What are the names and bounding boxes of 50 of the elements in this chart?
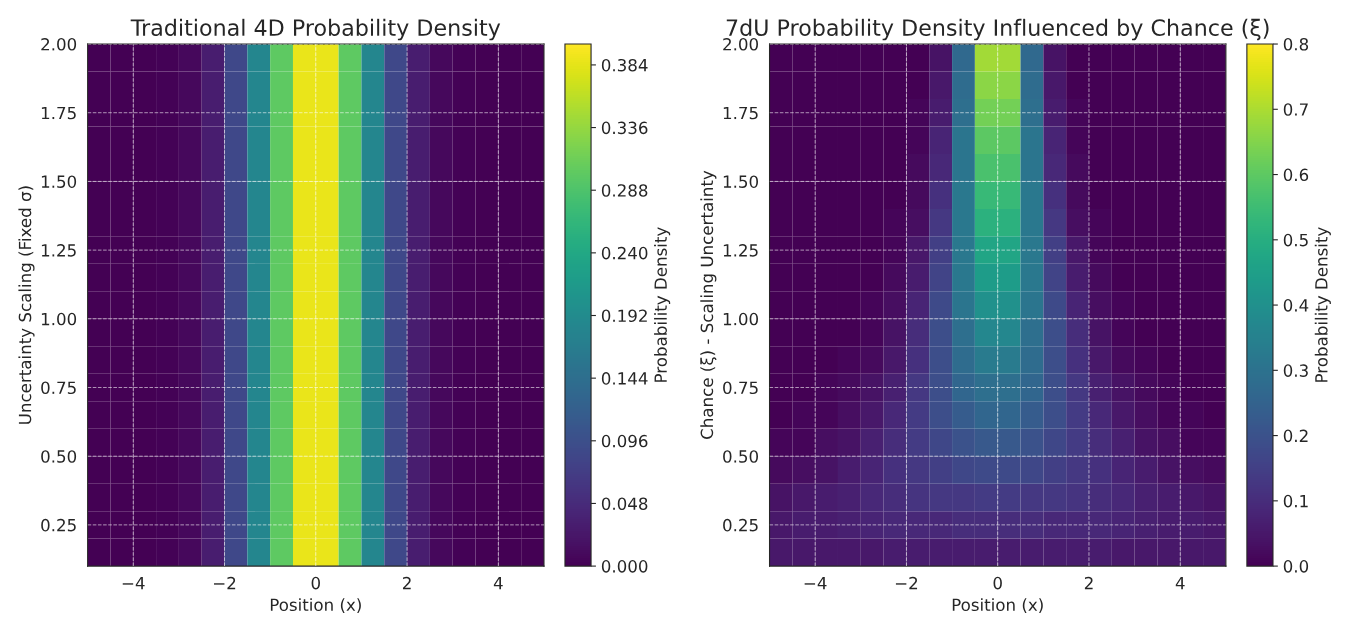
x-tick-label: 0 <box>993 576 1002 590</box>
color-bar-label: 0.144 <box>601 372 648 385</box>
color-bar-label: 0.1 <box>1283 494 1308 508</box>
color-bar-label: 0.2 <box>1283 429 1308 443</box>
x-tick-label: −2 <box>895 576 918 590</box>
y-tick-label: 2.00 <box>41 37 77 51</box>
x-tick-label: 0 <box>311 576 320 590</box>
y-tick-label: 1.50 <box>41 175 77 188</box>
x-tick-label: 4 <box>493 577 503 590</box>
x-tick-label: −4 <box>122 577 145 590</box>
y-tick-label: 0.50 <box>723 450 759 463</box>
x-tick-label: −2 <box>214 576 236 590</box>
y-tick-label: 0.75 <box>723 381 758 395</box>
chart-title: Traditional 4D Probability Density <box>130 18 501 41</box>
color-bar-label: 0.048 <box>601 497 648 511</box>
x-tick-label: −4 <box>804 577 827 590</box>
color-bar-label: 0.000 <box>601 560 648 573</box>
color-bar-label: 0.288 <box>601 184 648 197</box>
y-tick-label: 0.25 <box>723 518 758 532</box>
y-tick-label: 1.00 <box>723 312 759 326</box>
color-bar-label: 0.6 <box>1283 168 1309 182</box>
color-bar-label: 0.192 <box>601 309 647 323</box>
color-bar-label: 0.7 <box>1283 103 1308 116</box>
x-axis-title: Position (x) <box>952 598 1043 614</box>
color-bar-label: 0.8 <box>1283 37 1309 51</box>
color-bar-label: 0.0 <box>1283 560 1309 573</box>
color-bar-label: 0.384 <box>601 58 648 72</box>
y-axis-title: Uncertainty Scaling (Fixed σ) <box>18 186 35 424</box>
color-bar-label: 0.240 <box>601 246 648 260</box>
x-axis-title: Position (x) <box>270 598 361 614</box>
y-tick-label: 1.25 <box>41 244 76 257</box>
y-tick-label: 1.25 <box>723 244 758 257</box>
y-tick-label: 0.50 <box>41 450 77 463</box>
color-bar-title: Probability Density <box>654 227 671 382</box>
y-tick-label: 1.50 <box>723 175 759 188</box>
color-bar-label: 0.4 <box>1283 299 1309 312</box>
x-tick-label: 2 <box>1084 576 1093 590</box>
y-tick-label: 1.75 <box>723 106 758 120</box>
y-tick-label: 1.75 <box>41 106 76 120</box>
color-bar-label: 0.5 <box>1283 233 1308 247</box>
y-tick-label: 0.75 <box>41 381 76 395</box>
color-bar-label: 0.336 <box>601 121 648 135</box>
x-tick-label: 4 <box>1175 577 1185 590</box>
y-axis-title: Chance (ξ) - Scaling Uncertainty <box>700 170 717 439</box>
color-bar-label: 0.096 <box>601 434 648 448</box>
y-tick-label: 1.00 <box>41 312 77 326</box>
color-bar-title: Probability Density <box>1314 227 1331 382</box>
color-bar-label: 0.3 <box>1283 364 1308 377</box>
y-tick-label: 0.25 <box>41 518 76 532</box>
x-tick-label: 2 <box>402 576 411 590</box>
